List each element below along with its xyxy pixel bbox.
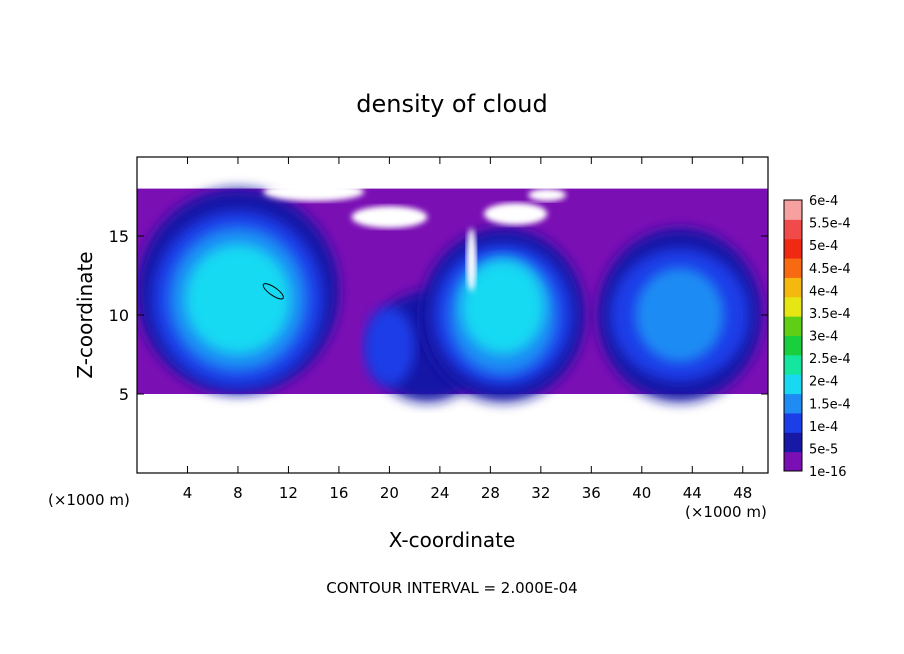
colorbar-label: 5e-5 bbox=[809, 442, 838, 457]
x-tick-label: 4 bbox=[183, 484, 193, 502]
colorbar-swatch bbox=[784, 374, 802, 395]
cloud-core bbox=[184, 243, 291, 355]
x-tick-label: 36 bbox=[582, 484, 601, 502]
x-tick-label: 44 bbox=[683, 484, 702, 502]
colorbar-label: 5e-4 bbox=[809, 239, 838, 254]
colorbar-label: 1e-4 bbox=[809, 420, 838, 435]
cloud-core bbox=[461, 259, 545, 355]
colorbar-label: 1e-16 bbox=[809, 465, 847, 480]
colorbar-swatch bbox=[784, 354, 802, 375]
colorbar-label: 4.5e-4 bbox=[809, 262, 851, 277]
colorbar-label: 2.5e-4 bbox=[809, 352, 851, 367]
y-tick-label: 10 bbox=[109, 306, 129, 325]
x-tick-label: 16 bbox=[329, 484, 348, 502]
y-axis: 5 10 15 bbox=[109, 227, 768, 404]
y-axis-label: Z-coordinate bbox=[73, 251, 97, 378]
x-axis-label: X-coordinate bbox=[389, 528, 516, 552]
chart-title: density of cloud bbox=[356, 90, 547, 118]
colorbar-label: 1.5e-4 bbox=[809, 397, 851, 412]
colorbar-swatch bbox=[784, 412, 802, 433]
colorbar-swatch bbox=[784, 335, 802, 356]
colorbar: 1e-16 5e-5 1e-4 1.5e-4 2e-4 2.5e-4 3e-4 3.5e-4 4… bbox=[783, 194, 851, 480]
colorbar-swatch bbox=[784, 277, 802, 298]
x-tick-label: 24 bbox=[430, 484, 449, 502]
colorbar-swatch bbox=[784, 238, 802, 259]
cloud-band-blue bbox=[364, 307, 415, 387]
x-unit-label-right: (×1000 m) bbox=[685, 503, 767, 521]
colorbar-swatch bbox=[784, 393, 802, 414]
colorbar-swatch bbox=[784, 219, 802, 240]
colorbar-swatch bbox=[784, 316, 802, 336]
x-tick-label: 48 bbox=[733, 484, 752, 502]
plot-area bbox=[137, 157, 768, 473]
x-tick-label: 40 bbox=[632, 484, 651, 502]
cloud-band-light bbox=[635, 267, 724, 363]
x-unit-label-left: (×1000 m) bbox=[48, 491, 130, 509]
cloud-gap bbox=[484, 202, 548, 225]
colorbar-swatch bbox=[784, 432, 802, 453]
colorbar-label: 3.5e-4 bbox=[809, 307, 851, 322]
colorbar-label: 4e-4 bbox=[809, 284, 838, 299]
colorbar-swatch bbox=[784, 296, 802, 317]
cloud-gap bbox=[466, 228, 477, 292]
x-tick-label: 12 bbox=[279, 484, 298, 502]
y-tick-label: 5 bbox=[119, 385, 129, 404]
colorbar-swatch bbox=[784, 200, 802, 220]
x-tick-label: 32 bbox=[531, 484, 550, 502]
density-field bbox=[137, 182, 768, 402]
x-tick-label: 28 bbox=[481, 484, 500, 502]
cloud-gap bbox=[351, 205, 428, 229]
contour-interval-note: CONTOUR INTERVAL = 2.000E-04 bbox=[326, 579, 577, 597]
colorbar-frame bbox=[783, 199, 803, 472]
cloud-gap bbox=[263, 182, 365, 202]
x-tick-label: 20 bbox=[380, 484, 399, 502]
colorbar-swatch bbox=[784, 451, 802, 472]
cloud-gap bbox=[528, 188, 567, 202]
colorbar-label: 6e-4 bbox=[809, 194, 838, 209]
colorbar-label: 5.5e-4 bbox=[809, 217, 851, 232]
colorbar-swatch bbox=[784, 258, 802, 278]
colorbar-label: 2e-4 bbox=[809, 375, 838, 390]
x-tick-label: 8 bbox=[233, 484, 243, 502]
x-axis: 4 8 12 16 20 24 28 32 36 40 44 48 bbox=[183, 157, 752, 502]
contour-loop bbox=[262, 283, 284, 300]
y-tick-label: 15 bbox=[109, 227, 129, 246]
colorbar-label: 3e-4 bbox=[809, 330, 838, 345]
